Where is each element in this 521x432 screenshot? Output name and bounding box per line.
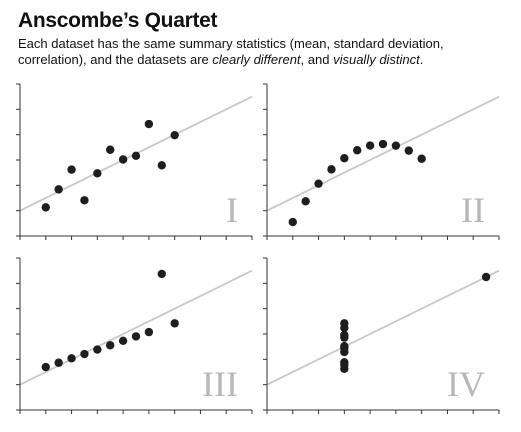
regression-line: [267, 95, 500, 212]
data-point: [340, 323, 349, 333]
data-point: [301, 197, 310, 206]
subtitle-text-2: , and: [300, 52, 334, 67]
data-point: [340, 343, 349, 353]
chart-subtitle: Each dataset has the same summary statis…: [18, 36, 513, 68]
data-point: [365, 141, 375, 150]
data-point: [93, 169, 102, 178]
data-point: [327, 165, 336, 174]
subtitle-text-3: .: [419, 52, 424, 67]
data-point: [170, 319, 179, 328]
panel-label: IV: [447, 364, 485, 404]
data-point: [353, 146, 362, 155]
data-point: [340, 330, 349, 340]
panel-label: I: [226, 190, 238, 230]
panel-label: III: [202, 364, 238, 404]
data-point: [391, 141, 401, 150]
data-point: [144, 327, 154, 337]
chart-header: Anscombe’s Quartet Each dataset has the …: [18, 6, 513, 68]
data-point: [118, 155, 128, 164]
scatter-panel-2: II: [263, 83, 500, 240]
subtitle-text-1: Each dataset has the same summary statis…: [18, 36, 444, 67]
data-point: [131, 332, 141, 341]
data-point: [144, 119, 154, 129]
data-point: [340, 154, 349, 163]
data-point: [157, 161, 166, 170]
data-point: [54, 185, 63, 194]
data-point: [80, 349, 89, 359]
data-point: [106, 145, 115, 154]
scatter-panel-4: IV: [263, 257, 500, 414]
scatter-panel-1: I: [16, 83, 253, 240]
data-point: [67, 165, 76, 174]
chart-title: Anscombe’s Quartet: [18, 9, 218, 32]
regression-line: [267, 269, 500, 386]
data-point: [67, 354, 76, 363]
data-point: [41, 203, 50, 212]
scatter-panel-3: III: [16, 257, 253, 414]
data-point: [80, 196, 89, 205]
data-point: [314, 179, 323, 188]
data-point: [378, 139, 388, 149]
data-point: [170, 130, 179, 140]
data-point: [288, 217, 297, 227]
data-point: [93, 345, 102, 354]
data-point: [41, 362, 50, 372]
data-point: [106, 341, 115, 350]
data-point: [157, 269, 166, 279]
subtitle-emphasis-2: visually distinct: [333, 52, 420, 67]
data-point: [340, 360, 349, 370]
data-point: [481, 272, 491, 282]
panel-label: II: [461, 190, 485, 230]
data-point: [54, 358, 63, 367]
subtitle-emphasis-1: clearly different: [212, 52, 301, 67]
data-point: [131, 151, 141, 161]
data-point: [404, 146, 413, 155]
data-point: [417, 154, 426, 163]
data-point: [118, 336, 128, 346]
